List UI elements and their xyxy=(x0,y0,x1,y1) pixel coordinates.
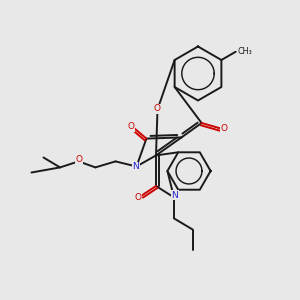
Text: N: N xyxy=(172,190,178,200)
Text: O: O xyxy=(127,122,134,131)
Text: CH₃: CH₃ xyxy=(238,46,253,56)
Text: O: O xyxy=(154,104,161,113)
Text: O: O xyxy=(75,155,82,164)
Text: O: O xyxy=(220,124,228,133)
Text: N: N xyxy=(133,162,139,171)
Text: O: O xyxy=(134,193,141,202)
